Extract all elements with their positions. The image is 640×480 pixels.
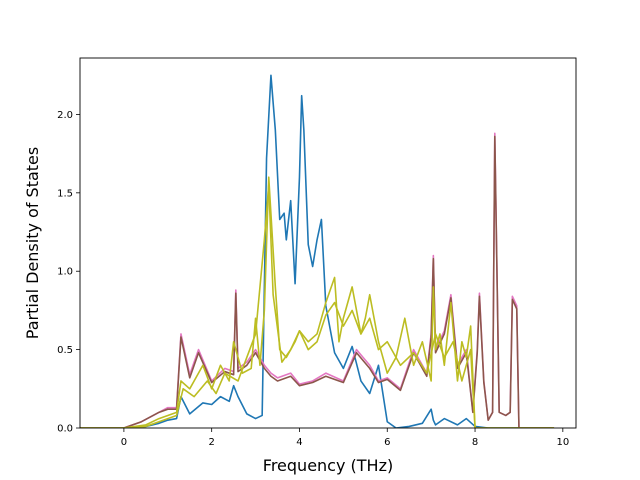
series-line-3 [80, 135, 555, 428]
x-tick-label: 2 [208, 437, 214, 448]
x-tick-label: 10 [556, 437, 569, 448]
x-axis-label: Frequency (THz) [263, 456, 393, 475]
y-axis-label: Partial Density of States [23, 147, 42, 339]
y-tick-label: 0.0 [57, 424, 73, 435]
y-tick-label: 1.0 [57, 267, 73, 278]
x-tick-label: 0 [121, 437, 127, 448]
series-layer [80, 74, 555, 428]
series-line-5 [80, 184, 555, 428]
x-tick-label: 6 [384, 437, 390, 448]
series-line-1 [80, 74, 555, 428]
y-tick-label: 2.0 [57, 110, 73, 121]
y-tick-label: 0.5 [57, 345, 73, 356]
x-axis-ticks: 0 2 4 6 8 10 [121, 428, 569, 448]
x-tick-label: 4 [296, 437, 302, 448]
x-tick-label: 8 [472, 437, 478, 448]
y-axis-ticks: 0.0 0.5 1.0 1.5 2.0 [57, 110, 80, 435]
y-tick-label: 1.5 [57, 188, 73, 199]
plot-frame [79, 57, 577, 429]
